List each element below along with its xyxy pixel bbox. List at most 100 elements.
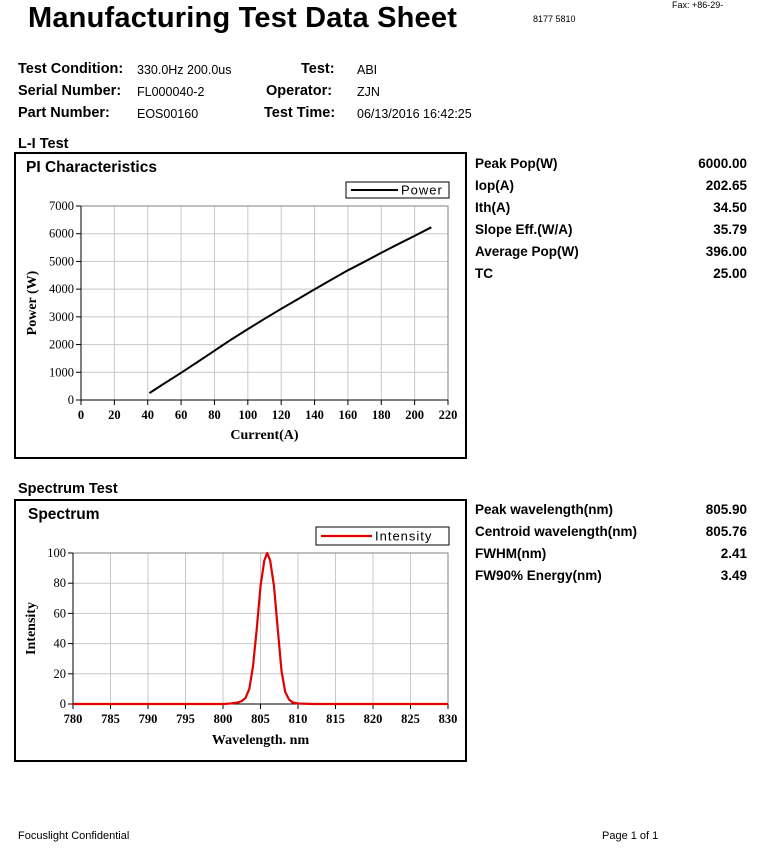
li-param-value: 202.65 xyxy=(705,178,747,193)
pi-chart-frame: PI Characteristics 0 20 40 60 80 100 120 140 160… xyxy=(14,152,467,459)
x-tick-label: 780 xyxy=(64,712,83,726)
li-param-row: Iop(A) 202.65 xyxy=(475,178,750,200)
y-tick-label: 3000 xyxy=(49,310,74,324)
serial-number-value: FL000040-2 xyxy=(137,85,205,99)
spectrum-param-row: FW90% Energy(nm) 3.49 xyxy=(475,568,750,590)
spectrum-params-panel: Peak wavelength(nm) 805.90 Centroid wavele… xyxy=(475,502,750,590)
li-param-value: 396.00 xyxy=(705,244,747,259)
y-axis-title: Power (W) xyxy=(25,270,40,335)
footer-confidential: Focuslight Confidential xyxy=(18,830,130,842)
li-param-row: Peak Pop(W) 6000.00 xyxy=(475,156,750,178)
spectrum-param-row: Peak wavelength(nm) 805.90 xyxy=(475,502,750,524)
test-time-value: 06/13/2016 16:42:25 xyxy=(357,107,472,121)
x-tick-label: 795 xyxy=(176,712,195,726)
y-tick-label: 40 xyxy=(54,637,67,651)
footer-page-number: Page 1 of 1 xyxy=(602,830,659,842)
test-condition-value: 330.0Hz 200.0us xyxy=(137,63,232,77)
plot-area-border xyxy=(80,205,449,401)
operator-label: Operator: xyxy=(266,83,333,99)
li-param-row: Ith(A) 34.50 xyxy=(475,200,750,222)
y-tick-label: 0 xyxy=(60,697,66,711)
x-tick-label: 120 xyxy=(272,408,291,422)
x-axis-title: Current(A) xyxy=(230,428,299,443)
li-param-label: Ith(A) xyxy=(475,200,511,215)
spectrum-param-value: 3.49 xyxy=(720,568,747,583)
part-number-label: Part Number: xyxy=(18,105,110,121)
x-tick-label: 60 xyxy=(175,408,188,422)
spectrum-test-section-title: Spectrum Test xyxy=(18,481,118,497)
test-label: Test: xyxy=(301,61,335,77)
spectrum-param-label: Centroid wavelength(nm) xyxy=(475,524,638,539)
li-param-value: 6000.00 xyxy=(698,156,747,171)
x-tick-label: 140 xyxy=(305,408,324,422)
spectrum-param-value: 805.76 xyxy=(705,524,747,539)
test-value: ABI xyxy=(357,63,378,77)
x-tick-label: 805 xyxy=(251,712,270,726)
spectrum-param-row: FWHM(nm) 2.41 xyxy=(475,546,750,568)
page-title: Manufacturing Test Data Sheet xyxy=(28,2,458,34)
li-param-label: Iop(A) xyxy=(475,178,514,193)
y-tick-label: 80 xyxy=(54,576,67,590)
y-tick-label: 0 xyxy=(68,393,74,407)
y-tick-label: 6000 xyxy=(49,227,74,241)
series-line xyxy=(148,226,432,394)
x-tick-label: 0 xyxy=(78,408,84,422)
li-param-row: Slope Eff.(W/A) 35.79 xyxy=(475,222,750,244)
x-tick-label: 80 xyxy=(208,408,221,422)
spectrum-chart-title: Spectrum xyxy=(28,506,100,523)
pi-chart-title: PI Characteristics xyxy=(26,159,157,176)
legend-label: Intensity xyxy=(375,529,432,544)
spectrum-chart-frame: Spectrum 780 785 790 795 800 805 810 815 820 825 8… xyxy=(14,499,467,762)
li-param-label: Peak Pop(W) xyxy=(475,156,558,171)
x-tick-label: 100 xyxy=(238,408,257,422)
part-number-value: EOS00160 xyxy=(137,107,199,121)
spectrum-param-label: FW90% Energy(nm) xyxy=(475,568,602,583)
x-tick-label: 790 xyxy=(139,712,158,726)
spectrum-param-label: FWHM(nm) xyxy=(475,546,547,561)
li-param-label: Average Pop(W) xyxy=(475,244,579,259)
y-tick-label: 4000 xyxy=(49,282,74,296)
li-param-row: TC 25.00 xyxy=(475,266,750,288)
test-condition-label: Test Condition: xyxy=(18,61,124,77)
x-tick-label: 785 xyxy=(101,712,120,726)
x-tick-label: 810 xyxy=(289,712,308,726)
spectrum-param-label: Peak wavelength(nm) xyxy=(475,502,614,517)
operator-value: ZJN xyxy=(357,85,380,99)
li-param-value: 35.79 xyxy=(713,222,747,237)
li-param-value: 25.00 xyxy=(713,266,747,281)
y-tick-label: 60 xyxy=(54,606,67,620)
fax-number: Fax: +86-29- xyxy=(672,0,724,10)
x-tick-label: 830 xyxy=(439,712,458,726)
series-line xyxy=(73,551,448,706)
x-tick-label: 825 xyxy=(401,712,420,726)
spectrum-chart: 780 785 790 795 800 805 810 815 820 825 830 0 20 40 60… xyxy=(24,526,458,748)
x-tick-label: 220 xyxy=(439,408,458,422)
x-tick-label: 820 xyxy=(364,712,383,726)
pi-characteristics-chart: 0 20 40 60 80 100 120 140 160 180 200 220 0 1000 2000 3… xyxy=(25,181,458,443)
li-params-panel: Peak Pop(W) 6000.00 Iop(A) 202.65 Ith(A) 34.5… xyxy=(475,156,750,288)
li-param-row: Average Pop(W) 396.00 xyxy=(475,244,750,266)
li-test-section-title: L-I Test xyxy=(18,136,69,152)
x-tick-label: 180 xyxy=(372,408,391,422)
spectrum-param-value: 2.41 xyxy=(720,546,747,561)
phone-number: 8177 5810 xyxy=(533,14,576,24)
li-param-label: TC xyxy=(475,266,493,281)
y-tick-label: 7000 xyxy=(49,199,74,213)
y-tick-label: 20 xyxy=(54,667,67,681)
legend-label: Power xyxy=(401,183,443,198)
x-tick-label: 160 xyxy=(339,408,358,422)
y-tick-label: 1000 xyxy=(49,365,74,379)
y-tick-label: 5000 xyxy=(49,254,74,268)
x-tick-label: 40 xyxy=(141,408,154,422)
y-axis-title: Intensity xyxy=(24,602,39,655)
x-tick-label: 815 xyxy=(326,712,345,726)
li-param-value: 34.50 xyxy=(713,200,747,215)
x-tick-label: 800 xyxy=(214,712,233,726)
legend-box xyxy=(315,526,450,546)
x-axis-title: Wavelength. nm xyxy=(212,733,310,748)
spectrum-param-row: Centroid wavelength(nm) 805.76 xyxy=(475,524,750,546)
x-tick-label: 200 xyxy=(405,408,424,422)
spectrum-param-value: 805.90 xyxy=(705,502,747,517)
test-time-label: Test Time: xyxy=(264,105,336,121)
li-param-label: Slope Eff.(W/A) xyxy=(475,222,573,237)
